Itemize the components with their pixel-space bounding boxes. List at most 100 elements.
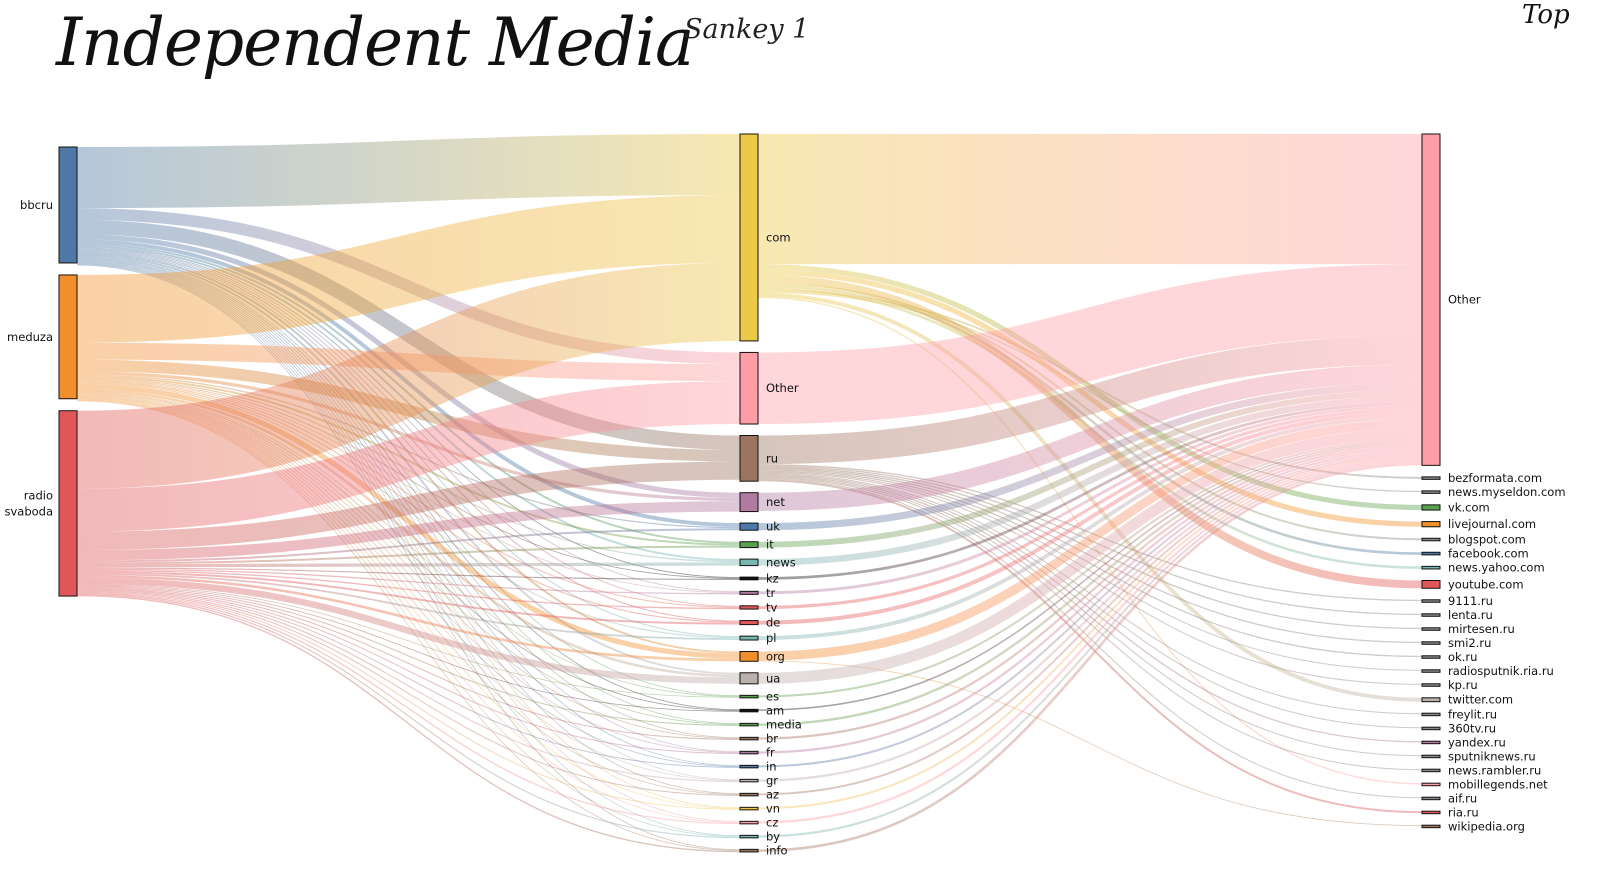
label-livejournal-com: livejournal.com: [1448, 517, 1536, 531]
node-kp-ru[interactable]: [1421, 683, 1441, 687]
label-aif-ru: aif.ru: [1448, 791, 1477, 805]
node-news-rambler-ru[interactable]: [1421, 768, 1441, 773]
label-fr: fr: [766, 746, 775, 760]
node-mobillegends-net[interactable]: [1421, 782, 1441, 787]
label-vn: vn: [766, 802, 780, 816]
label-news-rambler-ru: news.rambler.ru: [1448, 763, 1541, 777]
label-radiosputnik-ria-ru: radiosputnik.ria.ru: [1448, 664, 1554, 678]
link-radio-svaboda-to-it: [76, 545, 741, 565]
node-youtube-com[interactable]: [1421, 579, 1441, 589]
label-news: news: [766, 555, 796, 569]
label-360tv-ru: 360tv.ru: [1448, 721, 1496, 735]
node-in[interactable]: [739, 764, 759, 769]
label-ok-ru: ok.ru: [1448, 650, 1477, 664]
sankey-labels: bbcru meduza radio svaboda com Other ru net uk it…: [4, 198, 1565, 858]
node-info[interactable]: [739, 848, 759, 853]
node-pl[interactable]: [739, 635, 759, 641]
node-mirtesen-ru[interactable]: [1421, 627, 1441, 631]
link-radio-svaboda-to-com: [76, 262, 741, 489]
link-other-to-other: [757, 264, 1423, 425]
node-facebook-com[interactable]: [1421, 551, 1441, 556]
link-radio-svaboda-to-ua: [76, 577, 741, 684]
label-az: az: [766, 788, 779, 802]
node-ru[interactable]: [739, 435, 759, 482]
node-de[interactable]: [739, 620, 759, 626]
node-vn[interactable]: [739, 806, 759, 811]
label-yandex-ru: yandex.ru: [1448, 735, 1506, 749]
link-meduza-to-com: [76, 195, 741, 343]
link-radio-svaboda-to-other: [76, 381, 741, 532]
node-360tv-ru[interactable]: [1421, 726, 1441, 731]
node-news-myseldon-com[interactable]: [1421, 490, 1441, 494]
node-vk-com[interactable]: [1421, 504, 1441, 511]
node-other[interactable]: [739, 351, 759, 425]
label-org: org: [766, 649, 785, 663]
node-ua[interactable]: [739, 672, 759, 685]
node-livejournal-com[interactable]: [1421, 521, 1441, 528]
link-radio-svaboda-to-media: [76, 585, 741, 726]
node-ria-ru[interactable]: [1421, 810, 1441, 815]
label-lenta-ru: lenta.ru: [1448, 608, 1493, 622]
link-az-to-other: [757, 454, 1423, 796]
node-9111-ru[interactable]: [1421, 599, 1441, 603]
link-am-to-other: [757, 441, 1423, 711]
node-net[interactable]: [739, 492, 759, 513]
node-cz[interactable]: [739, 820, 759, 825]
link-radio-svaboda-to-de: [76, 571, 741, 625]
node-org[interactable]: [739, 651, 759, 662]
node-news[interactable]: [739, 558, 759, 567]
label-sputniknews-ru: sputniknews.ru: [1448, 749, 1536, 763]
node-news-yahoo-com[interactable]: [1421, 565, 1441, 570]
link-ru-to-radiosputnik-ria-ru: [757, 470, 1423, 671]
node-br[interactable]: [739, 736, 759, 741]
node-bbcru[interactable]: [58, 146, 78, 264]
link-org-to-wikipedia-org: [757, 660, 1423, 826]
link-radio-svaboda-to-gr: [76, 589, 741, 783]
label-wikipedia-org: wikipedia.org: [1448, 819, 1525, 833]
node-other-target[interactable]: [1421, 133, 1441, 466]
link-pl-to-other: [757, 415, 1423, 641]
label-com: com: [766, 230, 791, 244]
node-am[interactable]: [739, 708, 759, 713]
label-bbcru: bbcru: [20, 198, 53, 212]
node-it[interactable]: [739, 541, 759, 549]
label-9111-ru: 9111.ru: [1448, 594, 1493, 608]
link-tv-to-other: [757, 407, 1423, 610]
node-kz[interactable]: [739, 576, 759, 581]
node-sputniknews-ru[interactable]: [1421, 754, 1441, 759]
label-youtube-com: youtube.com: [1448, 577, 1524, 591]
node-com[interactable]: [739, 133, 759, 342]
node-media[interactable]: [739, 722, 759, 727]
label-smi2-ru: smi2.ru: [1448, 636, 1491, 650]
node-aif-ru[interactable]: [1421, 796, 1441, 801]
node-es[interactable]: [739, 694, 759, 699]
node-yandex-ru[interactable]: [1421, 740, 1441, 745]
node-smi2-ru[interactable]: [1421, 641, 1441, 645]
link-radio-svaboda-to-uk: [76, 528, 741, 563]
node-lenta-ru[interactable]: [1421, 613, 1441, 617]
node-radiosputnik-ria-ru[interactable]: [1421, 669, 1441, 673]
label-news-myseldon-com: news.myseldon.com: [1448, 485, 1566, 499]
label-mirtesen-ru: mirtesen.ru: [1448, 622, 1515, 636]
node-fr[interactable]: [739, 750, 759, 755]
label-news-yahoo-com: news.yahoo.com: [1448, 561, 1545, 575]
node-meduza[interactable]: [58, 274, 78, 400]
node-twitter-com[interactable]: [1421, 697, 1441, 703]
link-vn-to-other: [757, 456, 1423, 810]
node-tv[interactable]: [739, 605, 759, 610]
link-media-to-other: [757, 442, 1423, 726]
label-other-target: Other: [1448, 293, 1481, 307]
node-wikipedia-org[interactable]: [1421, 824, 1441, 829]
node-by[interactable]: [739, 834, 759, 839]
node-blogspot-com[interactable]: [1421, 537, 1441, 542]
node-bezformata-com[interactable]: [1421, 476, 1441, 480]
label-pl: pl: [766, 631, 777, 645]
node-gr[interactable]: [739, 778, 759, 783]
label-gr: gr: [766, 774, 778, 788]
node-ok-ru[interactable]: [1421, 655, 1441, 659]
node-freylit-ru[interactable]: [1421, 712, 1441, 717]
node-tr[interactable]: [739, 590, 759, 595]
node-radio-svaboda[interactable]: [58, 410, 78, 597]
node-az[interactable]: [739, 792, 759, 797]
node-uk[interactable]: [739, 522, 759, 531]
